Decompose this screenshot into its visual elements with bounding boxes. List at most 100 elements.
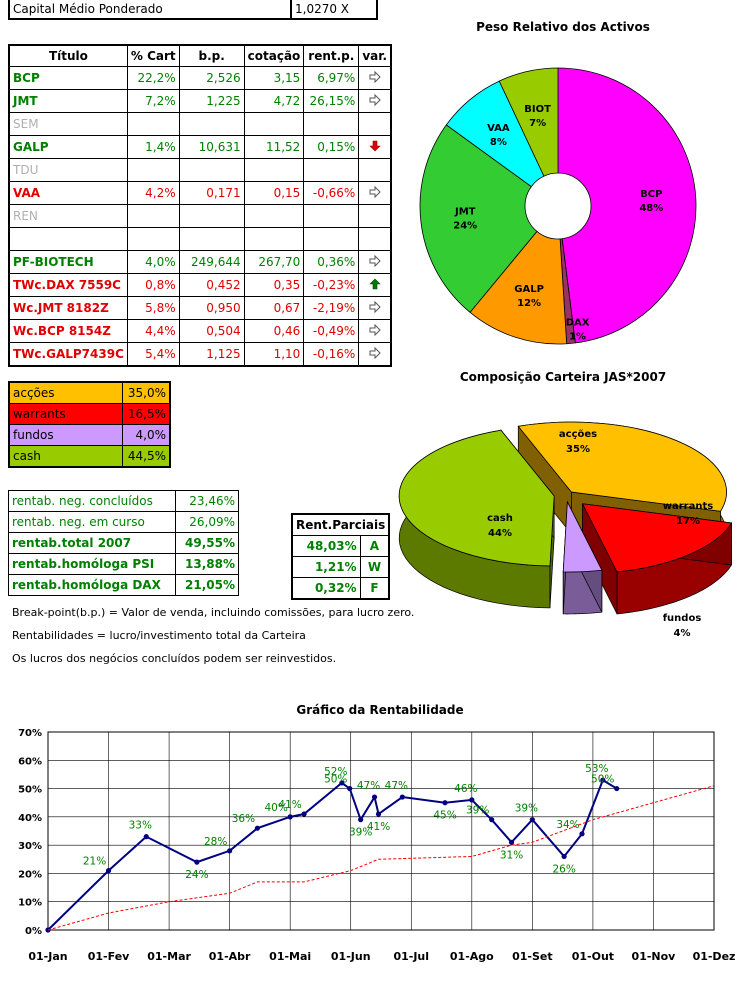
pie3d-chart: acções 35% warrants 17% fundos 4% cash 44% xyxy=(398,421,733,639)
asset-rent xyxy=(303,158,360,182)
x-tick-label: 01-Dez xyxy=(693,950,736,963)
asset-rent: -0,16% xyxy=(303,342,360,367)
portfolio-row xyxy=(8,227,392,251)
series-point xyxy=(561,853,567,860)
data-label: 50% xyxy=(324,774,347,786)
partials-tag: A xyxy=(359,535,390,557)
asset-cotacao: 0,35 xyxy=(243,273,305,297)
asset-cotacao: 0,67 xyxy=(243,296,305,320)
returns-label: rentab.total 2007 xyxy=(8,532,176,554)
portfolio-row: BCP 22,2% 2,526 3,15 6,97% xyxy=(8,66,392,90)
asset-pct: 5,8% xyxy=(126,296,180,320)
data-label: 28% xyxy=(204,836,227,848)
data-label: 36% xyxy=(232,813,255,825)
series-point xyxy=(143,834,149,840)
series-point xyxy=(301,811,307,817)
returns-value: 49,55% xyxy=(175,532,239,554)
asset-cotacao: 3,15 xyxy=(243,66,305,90)
donut-slice-bcp xyxy=(557,67,697,344)
asset-pct: 4,2% xyxy=(126,181,180,205)
asset-bp: 0,950 xyxy=(178,296,245,320)
data-label: 21% xyxy=(83,856,106,868)
donut-label-galp: GALP xyxy=(514,284,544,295)
partials-tag: W xyxy=(359,556,390,578)
asset-pct xyxy=(126,227,180,251)
data-label: 34% xyxy=(556,819,579,831)
series-point xyxy=(375,811,382,817)
asset-cotacao: 0,46 xyxy=(243,319,305,343)
x-tick-label: 01-Out xyxy=(572,950,614,963)
donut-value-jmt: 24% xyxy=(453,221,477,232)
returns-row: rentab.homóloga PSI 13,88% xyxy=(8,553,239,575)
allocation-row: cash 44,5% xyxy=(8,445,171,468)
var-right-icon xyxy=(358,89,392,113)
asset-rent xyxy=(303,112,360,136)
x-tick-label: 01-Jan xyxy=(28,950,67,963)
asset-bp: 2,526 xyxy=(178,66,245,90)
asset-bp: 249,644 xyxy=(178,250,245,274)
data-label: 33% xyxy=(129,820,152,832)
data-label: 50% xyxy=(591,774,614,786)
series-point xyxy=(614,785,620,792)
asset-pct: 1,4% xyxy=(126,135,180,159)
returns-row: rentab. neg. concluídos 23,46% xyxy=(8,490,239,512)
data-label: 26% xyxy=(552,863,575,875)
x-tick-label: 01-Abr xyxy=(209,950,251,963)
asset-name: TWc.GALP7439C xyxy=(8,342,128,367)
asset-name xyxy=(8,227,128,251)
allocation-value: 35,0% xyxy=(122,381,171,404)
arrow-right-icon xyxy=(369,300,381,313)
asset-bp: 0,171 xyxy=(178,181,245,205)
returns-row: rentab.total 2007 49,55% xyxy=(8,532,239,554)
data-label: 39% xyxy=(466,805,489,817)
portfolio-header-row: Título % Cart b.p. cotação rent.p. var. xyxy=(8,44,392,67)
pie3d-label-fundos: fundos xyxy=(663,613,702,624)
donut-slice-galp xyxy=(469,230,568,345)
portfolio-row: PF-BIOTECH 4,0% 249,644 267,70 0,36% xyxy=(8,250,392,274)
asset-bp: 1,225 xyxy=(178,89,245,113)
data-label: 52% xyxy=(324,766,347,778)
y-tick-label: 20% xyxy=(18,869,42,880)
asset-name: Wc.BCP 8154Z xyxy=(8,319,128,343)
var-right-icon xyxy=(358,319,392,343)
note-rentabilidades: Rentabilidades = lucro/investimento tota… xyxy=(12,629,306,642)
partials-row: 48,03% A xyxy=(291,535,390,557)
data-label: 46% xyxy=(454,783,477,795)
asset-rent: 0,15% xyxy=(303,135,360,159)
pie3d-value-acções: 35% xyxy=(566,444,590,455)
partials-header: Rent.Parciais xyxy=(291,513,390,536)
arrow-right-icon xyxy=(369,323,381,336)
arrow-right-icon xyxy=(369,185,381,198)
partials-value: 0,32% xyxy=(291,577,361,600)
series-point xyxy=(254,825,261,831)
var-right-icon xyxy=(358,342,392,367)
allocation-value: 44,5% xyxy=(122,445,171,468)
returns-row: rentab. neg. em curso 26,09% xyxy=(8,511,239,533)
asset-rent xyxy=(303,204,360,228)
allocation-label: acções xyxy=(8,381,123,404)
y-tick-label: 40% xyxy=(18,813,42,824)
y-tick-label: 70% xyxy=(18,728,42,739)
asset-bp xyxy=(178,204,245,228)
asset-rent: 26,15% xyxy=(303,89,360,113)
asset-rent: -0,49% xyxy=(303,319,360,343)
data-label: 47% xyxy=(385,780,408,792)
allocation-row: warrants 16,5% xyxy=(8,403,171,425)
asset-bp: 10,631 xyxy=(178,135,245,159)
header-pct: % Cart xyxy=(126,44,180,67)
arrow-right-icon xyxy=(369,93,381,106)
data-label: 45% xyxy=(433,810,456,822)
asset-var xyxy=(358,112,392,136)
note-breakpoint: Break-point(b.p.) = Valor de venda, incl… xyxy=(12,606,415,619)
arrow-up-icon xyxy=(368,278,381,289)
asset-bp xyxy=(178,112,245,136)
donut-value-vaa: 8% xyxy=(490,137,507,148)
header-bp: b.p. xyxy=(178,44,245,67)
returns-label: rentab.homóloga PSI xyxy=(8,553,176,575)
series-benchmark-line xyxy=(47,785,715,931)
pie3d-slice-fundos xyxy=(562,500,603,573)
y-tick-label: 30% xyxy=(18,841,42,852)
asset-name: Wc.JMT 8182Z xyxy=(8,296,128,320)
var-right-icon xyxy=(358,296,392,320)
allocation-label: warrants xyxy=(8,403,123,425)
